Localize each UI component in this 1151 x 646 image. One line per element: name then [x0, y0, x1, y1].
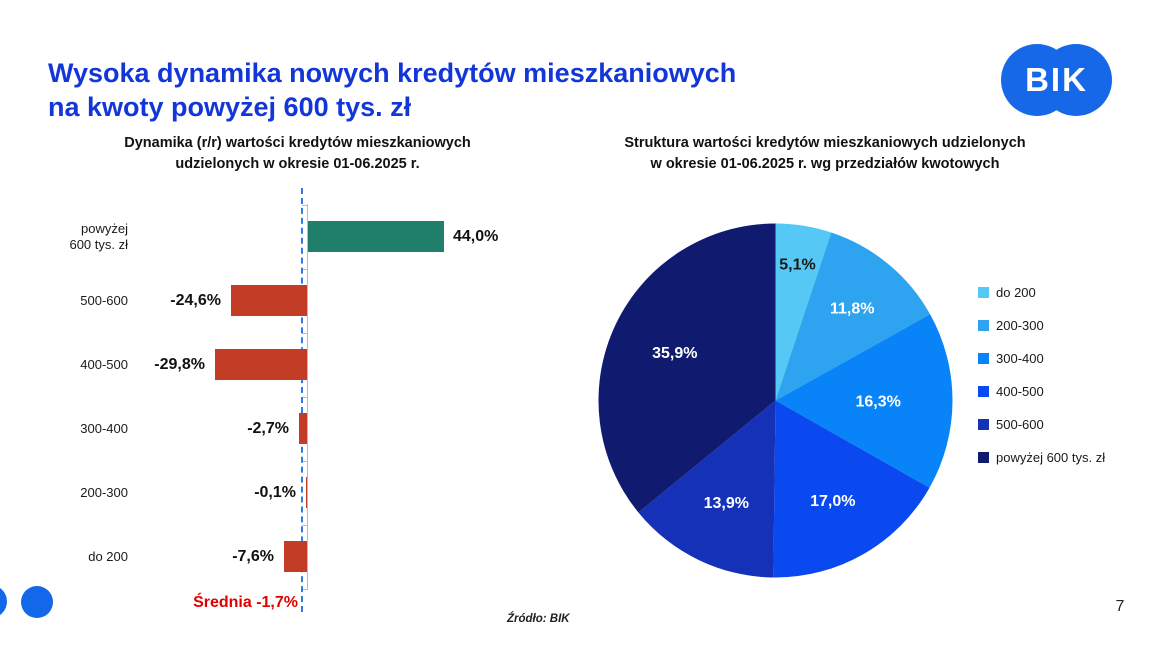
- bar-axis-tick: [302, 269, 308, 270]
- legend-label: powyżej 600 tys. zł: [996, 450, 1106, 465]
- accent-circle-left-icon: [0, 585, 7, 618]
- bar-value-label: -24,6%: [170, 292, 221, 309]
- bar-axis-tick: [302, 205, 308, 206]
- bar-chart-plot: powyżej 600 tys. zł 44,0% 500-600 -24,6% 400…: [60, 188, 535, 633]
- pie-slice: [773, 400, 930, 578]
- legend-item: 400-500: [978, 384, 1105, 399]
- legend-swatch-icon: [978, 386, 989, 397]
- legend-swatch-icon: [978, 452, 989, 463]
- bar-axis-tick: [302, 525, 308, 526]
- legend-item: do 200: [978, 285, 1105, 300]
- bar-category-label: 500-600: [80, 292, 128, 308]
- bar-category-label: powyżej 600 tys. zł: [69, 220, 128, 252]
- bar: [306, 477, 307, 508]
- bar-category-label: do 200: [88, 548, 128, 564]
- legend-label: 300-400: [996, 351, 1044, 366]
- bar-category-label: 400-500: [80, 356, 128, 372]
- pie-slice-label: 13,9%: [704, 495, 749, 512]
- bar-category-label: 200-300: [80, 484, 128, 500]
- pie-chart: Struktura wartości kredytów mieszkaniowy…: [560, 133, 1105, 613]
- legend-item: 500-600: [978, 417, 1105, 432]
- pie-slice-label: 35,9%: [652, 345, 697, 362]
- legend-swatch-icon: [978, 320, 989, 331]
- page-number: 7: [1115, 598, 1125, 615]
- bar-value-label: -2,7%: [247, 420, 289, 437]
- pie-slice-label: 17,0%: [810, 493, 855, 510]
- bar-value-label: -0,1%: [254, 484, 296, 501]
- bik-logo-text: BIK: [1025, 61, 1088, 98]
- pie-chart-title: Struktura wartości kredytów mieszkaniowy…: [624, 135, 1026, 172]
- bar: [284, 541, 307, 572]
- pie-slice-label: 5,1%: [779, 257, 815, 274]
- bar: [299, 413, 307, 444]
- legend-label: 500-600: [996, 417, 1044, 432]
- legend-swatch-icon: [978, 287, 989, 298]
- average-line: [301, 188, 303, 612]
- average-label: Średnia -1,7%: [193, 594, 298, 611]
- bik-logo: BIK: [1001, 44, 1112, 116]
- pie-slice-label: 11,8%: [830, 300, 874, 317]
- bar-value-label: -29,8%: [154, 356, 205, 373]
- legend-item: 200-300: [978, 318, 1105, 333]
- legend-swatch-icon: [978, 353, 989, 364]
- bar-chart: Dynamika (r/r) wartości kredytów mieszka…: [60, 133, 535, 633]
- pie-slice: [638, 400, 776, 578]
- bar-value-label: 44,0%: [453, 228, 499, 245]
- bar: [308, 221, 444, 252]
- pie-chart-svg: 5,1% 11,8% 16,3% 17,0% 13,9% 35,9%: [598, 223, 953, 578]
- pie-slice: [775, 314, 953, 488]
- legend-label: 400-500: [996, 384, 1044, 399]
- accent-circle-right-icon: [21, 586, 53, 618]
- pie-slice-label: 16,3%: [856, 393, 901, 410]
- bar-axis-tick: [302, 461, 308, 462]
- bar-chart-title: Dynamika (r/r) wartości kredytów mieszka…: [124, 135, 471, 172]
- bar-axis-tick: [302, 589, 308, 590]
- bar-axis-tick: [302, 397, 308, 398]
- legend-label: 200-300: [996, 318, 1044, 333]
- legend-swatch-icon: [978, 419, 989, 430]
- legend-item: 300-400: [978, 351, 1105, 366]
- source-note: Źródło: BIK: [507, 613, 570, 625]
- legend-label: do 200: [996, 285, 1036, 300]
- pie-slice: [775, 223, 832, 401]
- bar-value-label: -7,6%: [232, 548, 274, 565]
- bar: [215, 349, 307, 380]
- pie-slice: [598, 223, 776, 513]
- slide-title: Wysoka dynamika nowych kredytów mieszkan…: [48, 58, 737, 123]
- bik-logo-circle-right-icon: [1040, 44, 1112, 116]
- pie-slice: [775, 232, 931, 401]
- pie-chart-legend: do 200 200-300 300-400 400-500 500-600 powyże…: [978, 285, 1105, 483]
- legend-item: powyżej 600 tys. zł: [978, 450, 1105, 465]
- bar: [231, 285, 307, 316]
- bar-axis-tick: [302, 333, 308, 334]
- bar-category-label: 300-400: [80, 420, 128, 436]
